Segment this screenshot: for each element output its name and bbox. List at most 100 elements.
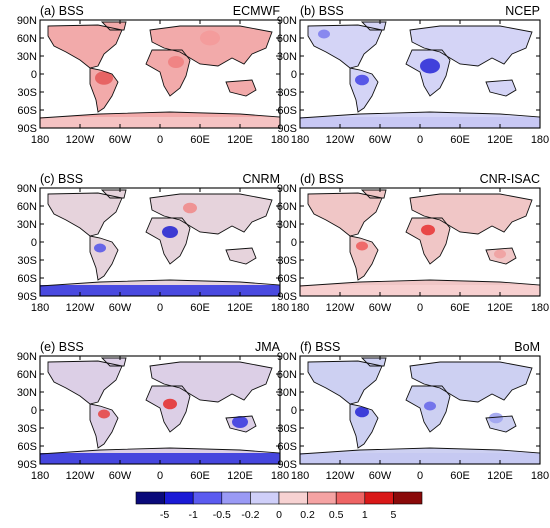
- anomaly-patch: [183, 202, 197, 214]
- colorbar-tick-label: 1: [362, 509, 368, 521]
- lat-tick-label: 90N: [17, 183, 37, 195]
- lon-tick-label: 60W: [369, 302, 392, 314]
- lat-tick-label: 90N: [277, 15, 297, 27]
- lat-tick-label: 60N: [277, 369, 297, 381]
- colorbar-tick-label: 0.2: [300, 509, 315, 521]
- lon-tick-label: 120E: [487, 470, 513, 482]
- lat-tick-label: 30N: [17, 219, 37, 231]
- antarctica-shading: [40, 453, 280, 464]
- lon-tick-label: 180: [271, 302, 289, 314]
- antarctica-shading: [300, 117, 540, 128]
- lat-tick-label: 30S: [277, 255, 297, 267]
- panel-label: (f) BSS: [300, 340, 340, 354]
- colorbar-segment: [164, 491, 194, 505]
- lat-tick-label: 0: [31, 405, 37, 417]
- lon-tick-label: 120E: [227, 470, 253, 482]
- lon-tick-label: 0: [417, 302, 423, 314]
- anomaly-patch: [489, 412, 503, 424]
- lon-tick-label: 180: [31, 134, 49, 146]
- panel-label: (a) BSS: [40, 4, 84, 18]
- lon-tick-label: 60W: [109, 302, 132, 314]
- anomaly-patch: [420, 58, 440, 74]
- antarctica-shading: [300, 453, 540, 464]
- anomaly-patch: [232, 416, 248, 428]
- lat-tick-label: 90S: [17, 291, 37, 303]
- lat-tick-label: 30S: [277, 87, 297, 99]
- anomaly-patch: [163, 398, 177, 410]
- lat-tick-label: 60N: [17, 369, 37, 381]
- lon-tick-label: 60E: [190, 134, 210, 146]
- lat-tick-label: 0: [291, 69, 297, 81]
- lat-tick-label: 30S: [17, 255, 37, 267]
- lon-tick-label: 60W: [369, 134, 392, 146]
- lon-tick-label: 60W: [109, 470, 132, 482]
- colorbar-segment: [393, 491, 423, 505]
- anomaly-patch: [421, 224, 435, 236]
- lat-tick-label: 0: [31, 237, 37, 249]
- antarctica-shading: [300, 285, 540, 296]
- colorbar-tick-label: -0.5: [213, 509, 231, 521]
- lat-tick-label: 60S: [17, 441, 37, 453]
- lat-tick-label: 30N: [17, 387, 37, 399]
- lon-tick-label: 120E: [227, 134, 253, 146]
- lat-tick-label: 60S: [17, 273, 37, 285]
- lon-tick-label: 0: [157, 302, 163, 314]
- panel-model-name: ECMWF: [233, 4, 281, 18]
- lon-tick-label: 0: [417, 134, 423, 146]
- anomaly-patch: [168, 56, 184, 68]
- colorbar-tick-label: -0.2: [241, 509, 259, 521]
- lat-tick-label: 0: [291, 237, 297, 249]
- lon-tick-label: 180: [271, 470, 289, 482]
- colorbar-tick-label: -5: [160, 509, 169, 521]
- lon-tick-label: 60E: [450, 134, 470, 146]
- anomaly-patch: [494, 249, 506, 259]
- lat-tick-label: 60N: [277, 33, 297, 45]
- lon-tick-label: 120W: [66, 470, 95, 482]
- lon-tick-label: 180: [531, 302, 549, 314]
- anomaly-patch: [424, 401, 436, 411]
- anomaly-patch: [98, 409, 110, 419]
- lat-tick-label: 90S: [17, 123, 37, 135]
- colorbar-segment: [335, 491, 366, 505]
- colorbar-segment: [135, 491, 165, 505]
- panel-model-name: CNRM: [243, 172, 281, 186]
- lat-tick-label: 90N: [277, 183, 297, 195]
- lon-tick-label: 60W: [109, 134, 132, 146]
- lon-tick-label: 180: [531, 134, 549, 146]
- anomaly-patch: [355, 406, 369, 418]
- anomaly-patch: [162, 226, 178, 238]
- lon-tick-label: 180: [31, 302, 49, 314]
- colorbar-segment: [250, 491, 280, 505]
- lon-tick-label: 60W: [369, 470, 392, 482]
- panel-model-name: BoM: [514, 340, 540, 354]
- colorbar-segment: [278, 491, 308, 505]
- lat-tick-label: 30N: [277, 219, 297, 231]
- antarctica-shading: [40, 285, 280, 296]
- anomaly-patch: [95, 71, 113, 85]
- lon-tick-label: 60E: [190, 470, 210, 482]
- anomaly-patch: [318, 29, 330, 39]
- lon-tick-label: 60E: [450, 470, 470, 482]
- lat-tick-label: 60N: [17, 33, 37, 45]
- lon-tick-label: 120W: [326, 470, 355, 482]
- lon-tick-label: 120W: [326, 134, 355, 146]
- lat-tick-label: 30N: [277, 51, 297, 63]
- lat-tick-label: 30S: [17, 423, 37, 435]
- anomaly-patch: [355, 74, 369, 86]
- lat-tick-label: 30S: [277, 423, 297, 435]
- lon-tick-label: 0: [157, 470, 163, 482]
- lon-tick-label: 180: [31, 470, 49, 482]
- anomaly-patch: [200, 30, 220, 46]
- lat-tick-label: 60N: [277, 201, 297, 213]
- lon-tick-label: 120E: [487, 302, 513, 314]
- antarctica-shading: [40, 117, 280, 128]
